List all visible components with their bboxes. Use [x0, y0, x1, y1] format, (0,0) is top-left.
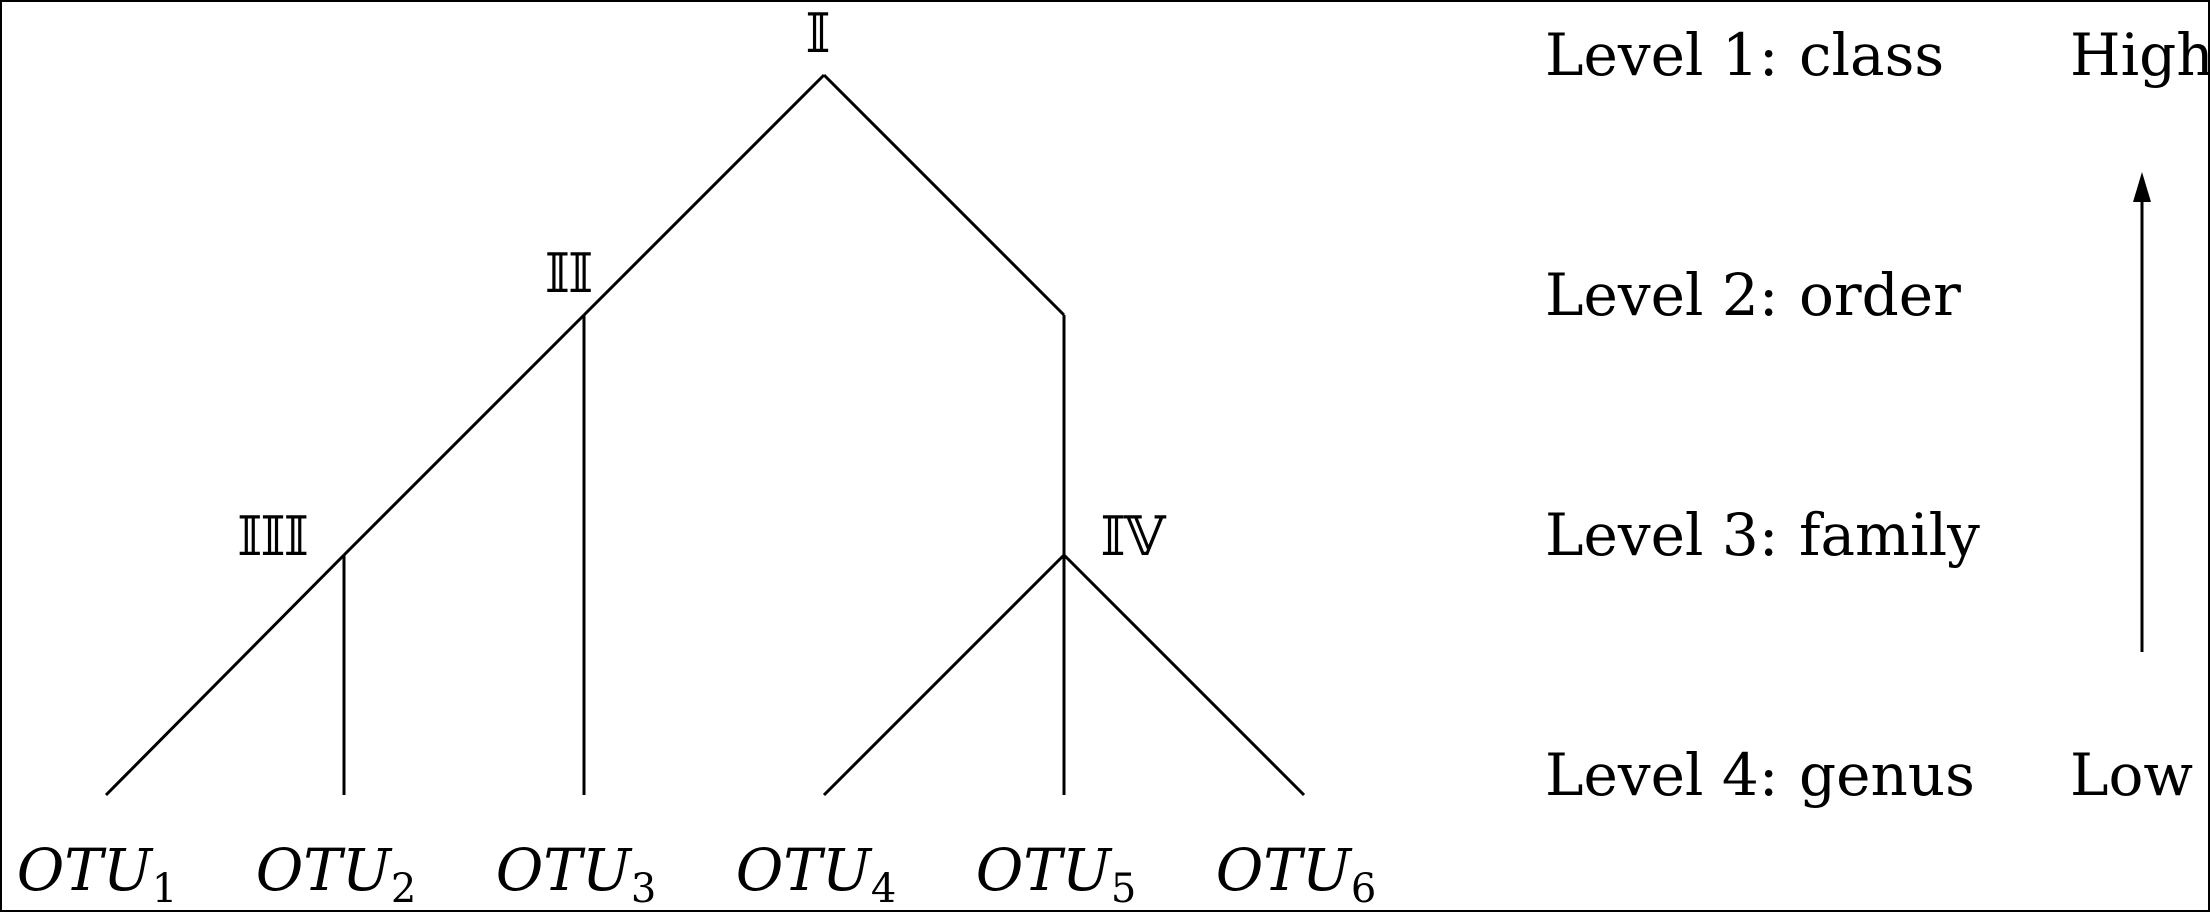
level-1-name: Level 1:	[1545, 21, 1778, 89]
leaf-base: OTU	[17, 836, 154, 904]
leaf-subscript: 3	[631, 866, 656, 910]
level-1-rank: class	[1799, 21, 1944, 89]
leaf-base: OTU	[256, 836, 393, 904]
scale-arrow-head-icon	[2133, 172, 2151, 202]
scale-indicator: High Low	[2070, 21, 2208, 809]
level-3-rank: family	[1799, 501, 1980, 569]
node-labels: 𝕀 𝕀𝕀 𝕀𝕀𝕀 𝕀𝕍	[237, 2, 1169, 568]
leaf-label-otu6: OTU6	[1216, 836, 1377, 910]
leaf-label-otu4: OTU4	[736, 836, 897, 910]
edge-ii-iii	[342, 313, 586, 557]
leaf-base: OTU	[496, 836, 633, 904]
level-4-name: Level 4:	[1545, 741, 1778, 809]
tree-edges	[104, 73, 1306, 797]
level-2-rank: order	[1799, 261, 1961, 329]
level-2-name: Level 2:	[1545, 261, 1778, 329]
edge-iv-otu6	[1062, 553, 1306, 797]
leaf-subscript: 4	[871, 866, 896, 910]
scale-low-label: Low	[2070, 741, 2193, 809]
level-3-name: Level 3:	[1545, 501, 1778, 569]
node-label-iv: 𝕀𝕍	[1100, 505, 1166, 568]
edge-i-iv-diag	[822, 73, 1066, 317]
leaf-label-otu1: OTU1	[17, 836, 178, 910]
edge-iii-otu1	[104, 553, 346, 797]
leaf-label-otu2: OTU2	[256, 836, 417, 910]
node-label-ii: 𝕀𝕀	[545, 242, 592, 305]
edge-i-ii	[582, 73, 826, 317]
level-legend: Level 1: class Level 2: order Level 3: f…	[1545, 21, 1980, 809]
leaf-subscript: 6	[1351, 866, 1376, 910]
leaf-subscript: 1	[152, 866, 177, 910]
leaf-base: OTU	[1216, 836, 1353, 904]
node-label-i: 𝕀	[805, 2, 828, 65]
leaf-label-otu5: OTU5	[976, 836, 1137, 910]
edge-iv-otu4	[822, 553, 1066, 797]
leaf-subscript: 2	[391, 866, 416, 910]
leaf-base: OTU	[736, 836, 873, 904]
leaf-labels: OTU1 OTU2 OTU3 OTU4 OTU5 OTU6	[17, 836, 1377, 910]
leaf-label-otu3: OTU3	[496, 836, 657, 910]
level-4-rank: genus	[1799, 741, 1975, 809]
scale-high-label: High	[2070, 21, 2208, 89]
node-label-iii: 𝕀𝕀𝕀	[237, 505, 307, 568]
leaf-subscript: 5	[1111, 866, 1136, 910]
leaf-base: OTU	[976, 836, 1113, 904]
